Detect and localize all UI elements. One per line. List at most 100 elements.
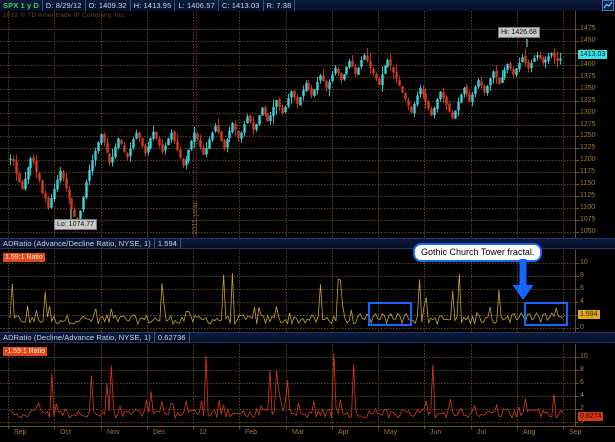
price-axis[interactable]: 1475145014251400137513501325130012751250… [575, 11, 615, 238]
time-axis-tick [147, 426, 148, 429]
price-axis-tickmark [575, 196, 579, 197]
price-axis-tickmark [575, 101, 579, 102]
price-axis-tickmark [575, 65, 579, 66]
grid-line-horizontal [0, 77, 575, 78]
time-axis-tick [8, 426, 9, 429]
price-axis-tickmark [575, 184, 579, 185]
ratio-axis-tickmark [575, 409, 579, 410]
price-axis-label: 1250 [580, 132, 596, 139]
ratio-axis-tickmark [575, 263, 579, 264]
grid-line-vertical [424, 250, 425, 332]
grid-line-vertical [332, 250, 333, 332]
ratio-axis-label: 6 [580, 379, 584, 386]
advance-study-label[interactable]: ADRatio (Advance/Decline Ratio, NYSE, 1) [0, 238, 155, 249]
grid-line-horizontal [0, 172, 575, 173]
time-axis-label: Mar [292, 429, 305, 436]
advance-value-badge: 1.594 [578, 310, 600, 319]
fractal-highlight-box-left [368, 302, 412, 326]
grid-line-horizontal [0, 396, 575, 397]
grid-line-vertical [54, 344, 55, 426]
time-axis-label: Aug [523, 429, 536, 436]
ratio-axis-tickmark [575, 289, 579, 290]
grid-line-vertical [517, 344, 518, 426]
grid-line-vertical [8, 11, 9, 238]
ratio-axis-label: 2 [580, 405, 584, 412]
symbol-field[interactable]: SPX 1 y D [0, 0, 43, 11]
grid-line-vertical [8, 344, 9, 426]
advance-study-value: 1.594 [155, 238, 182, 249]
decline-study-label[interactable]: ADRatio (Decline/Advance Ratio, NYSE, 1) [0, 332, 155, 343]
last-price-badge: 1413.03 [578, 50, 608, 59]
grid-line-horizontal [0, 263, 575, 264]
decline-advance-ratio-panel[interactable]: -1.59:1 Ratio 10 8 6 4 2 0 0.6274 [0, 344, 615, 426]
time-axis-label: Oct [60, 429, 71, 436]
grid-line-vertical [101, 344, 102, 426]
ratio-axis-label: 4 [580, 298, 584, 305]
grid-line-horizontal [0, 136, 575, 137]
ratio-axis-label: 10 [580, 259, 588, 266]
grid-line-vertical [563, 250, 564, 332]
grid-line-vertical [286, 11, 287, 238]
grid-line-vertical [101, 250, 102, 332]
time-axis[interactable]: Sep Oct Nov Dec 12 Feb Mar Apr May Jun Jul Aug Sep [0, 426, 615, 440]
low-field: L: 1406.57 [175, 0, 219, 11]
grid-line-horizontal [0, 220, 575, 221]
price-axis-label: 1225 [580, 144, 596, 151]
time-axis-tick [286, 426, 287, 429]
time-axis-tick [378, 426, 379, 429]
price-axis-label: 1375 [580, 73, 596, 80]
grid-line-horizontal [0, 289, 575, 290]
time-axis-label: Jun [430, 429, 442, 436]
price-axis-label: 1050 [580, 228, 596, 235]
grid-line-vertical [193, 11, 194, 238]
time-axis-label: Sep [14, 429, 27, 436]
price-axis-tickmark [575, 53, 579, 54]
time-axis-tick [517, 426, 518, 429]
advance-axis-line [575, 250, 576, 332]
price-axis-label: 1100 [580, 204, 596, 211]
ratio-axis-label: 6 [580, 285, 584, 292]
price-axis-label: 1475 [580, 25, 596, 32]
grid-line-vertical [239, 250, 240, 332]
time-axis-label: Feb [245, 429, 258, 436]
price-axis-label: 1400 [580, 61, 596, 68]
fractal-annotation: Gothic Church Tower fractal. [413, 243, 543, 262]
grid-line-horizontal [0, 65, 575, 66]
decline-panel-header: ADRatio (Decline/Advance Ratio, NYSE, 1)… [0, 332, 615, 343]
grid-line-vertical [239, 11, 240, 238]
extreme-markers [70, 39, 528, 219]
price-axis-label: 1200 [580, 156, 596, 163]
grid-line-vertical [193, 250, 194, 332]
chart-zoom-icon[interactable] [602, 0, 614, 11]
grid-line-vertical [378, 250, 379, 332]
time-axis-tick [193, 426, 194, 429]
ratio-axis-label: 0 [580, 418, 584, 425]
price-axis-tickmark [575, 160, 579, 161]
grid-line-vertical [286, 250, 287, 332]
year-divider-line [196, 11, 197, 238]
grid-line-horizontal [0, 409, 575, 410]
time-axis-label: Apr [338, 429, 349, 436]
ratio-axis-tickmark [575, 383, 579, 384]
price-axis-tickmark [575, 41, 579, 42]
grid-line-horizontal [0, 328, 575, 329]
time-axis-tick [101, 426, 102, 429]
grid-line-horizontal [0, 276, 575, 277]
grid-line-vertical [54, 250, 55, 332]
price-panel[interactable]: Lo: 1074.77 Hi: 1426.68 2011 year 1475 14… [0, 11, 615, 238]
grid-line-vertical [101, 11, 102, 238]
grid-line-horizontal [0, 53, 575, 54]
grid-line-vertical [424, 344, 425, 426]
price-axis-label: 1175 [580, 168, 596, 175]
grid-line-vertical [517, 11, 518, 238]
price-axis-label: 1125 [580, 192, 596, 199]
ratio-axis-tickmark [575, 396, 579, 397]
ratio-axis-label: 4 [580, 392, 584, 399]
price-axis-tickmark [575, 77, 579, 78]
time-axis-tick [471, 426, 472, 429]
price-axis-label: 1450 [580, 37, 596, 44]
down-arrow-icon [512, 259, 534, 306]
ratio-axis-label: 10 [580, 353, 588, 360]
